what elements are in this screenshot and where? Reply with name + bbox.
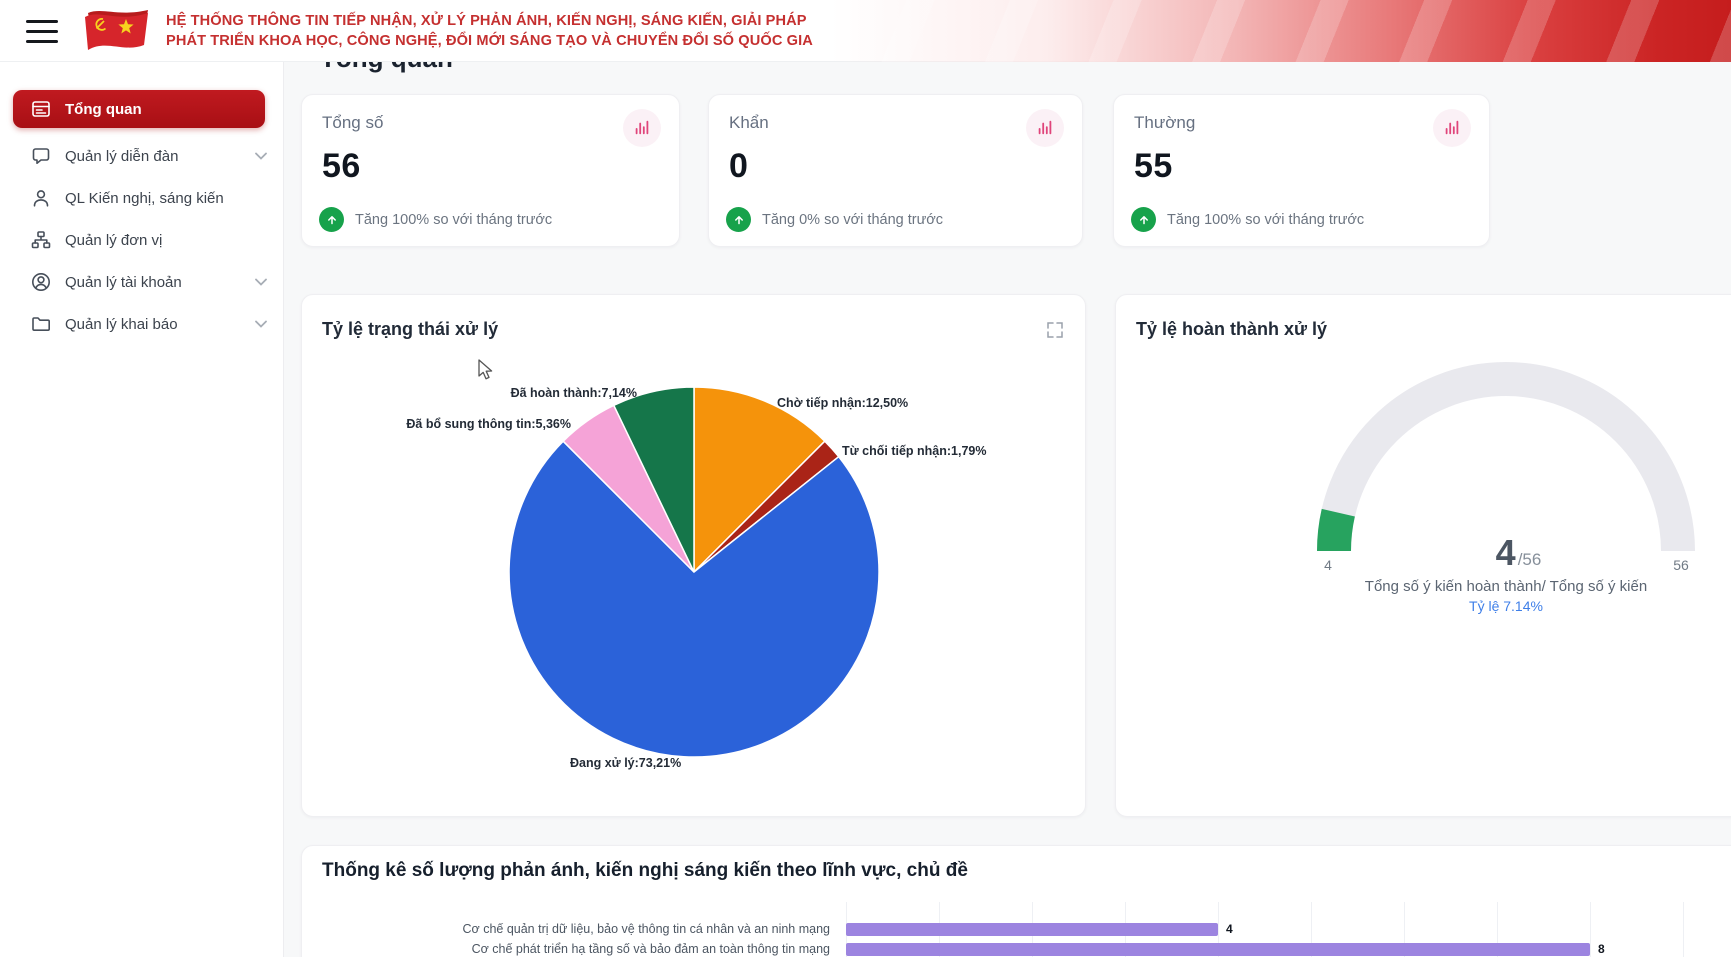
pie-slice-0 (693, 386, 826, 574)
gauge-center-value: 4 /56 (1495, 532, 1542, 573)
chevron-down-icon (255, 320, 267, 328)
pie-slice-4 (612, 386, 695, 573)
stat-value: 55 (1134, 147, 1173, 185)
stat-card-thuong: Thường 55 Tăng 100% so với tháng trước (1113, 94, 1490, 247)
sidebar-item-label: Quản lý khai báo (65, 315, 178, 333)
sidebar-item-quan-ly-tai-khoan[interactable]: Quản lý tài khoản (0, 261, 283, 303)
mouse-cursor (478, 359, 493, 380)
pie-slice-label: Đã bổ sung thông tin:5,36% (406, 417, 571, 431)
bar-chart-card: Thống kê số lượng phản ánh, kiến nghị sá… (301, 845, 1731, 957)
arrow-up-circle-icon (1131, 207, 1156, 232)
stat-value: 56 (322, 147, 361, 185)
menu-toggle-button[interactable] (26, 20, 58, 43)
app-title-line1: HỆ THỐNG THÔNG TIN TIẾP NHẬN, XỬ LÝ PHẢN… (166, 13, 807, 29)
chevron-down-icon (255, 152, 267, 160)
pie-slice-label: Đang xử lý:73,21% (570, 756, 682, 770)
gauge-caption: Tổng số ý kiến hoàn thành/ Tổng số ý kiế… (1364, 578, 1648, 595)
stat-label: Thường (1134, 113, 1196, 132)
page-title: Tổng quan (320, 62, 580, 74)
sidebar-item-quan-ly-dien-dan[interactable]: Quản lý diễn đàn (0, 135, 283, 177)
stat-card-khan: Khẩn 0 Tăng 0% so với tháng trước (708, 94, 1083, 247)
stat-trend: Tăng 100% so với tháng trước (319, 207, 552, 232)
chevron-down-icon (255, 278, 267, 286)
stat-label: Khẩn (729, 113, 769, 132)
bar-chart-icon (623, 109, 661, 147)
gauge-max-label: 56 (1673, 557, 1689, 573)
stat-trend: Tăng 100% so với tháng trước (1131, 207, 1364, 232)
red-flags-logo (82, 7, 152, 55)
pie-card-title: Tỷ lệ trạng thái xử lý (322, 319, 499, 339)
user-icon (30, 187, 52, 209)
forum-icon (30, 145, 52, 167)
stat-card-tong-so: Tổng số 56 Tăng 100% so với tháng trước (301, 94, 680, 247)
arrow-up-circle-icon (319, 207, 344, 232)
sidebar-item-label: Quản lý diễn đàn (65, 147, 179, 165)
stat-trend-text: Tăng 0% so với tháng trước (762, 211, 944, 228)
stat-trend-text: Tăng 100% so với tháng trước (355, 211, 553, 228)
gauge-chart (1316, 362, 1695, 552)
bar-value-label: 4 (1226, 922, 1233, 936)
stat-value: 0 (729, 147, 749, 185)
app-title: HỆ THỐNG THÔNG TIN TIẾP NHẬN, XỬ LÝ PHẢN… (166, 11, 813, 51)
sidebar-item-label: Quản lý tài khoản (65, 273, 182, 291)
pie-slice-label: Từ chối tiếp nhận:1,79% (842, 444, 987, 458)
gauge-progress (1316, 508, 1355, 552)
clipped-page-heading: Tổng quan (320, 62, 580, 78)
account-circle-icon (30, 271, 52, 293)
bar-card-title: Thống kê số lượng phản ánh, kiến nghị sá… (322, 860, 968, 881)
stat-label: Tổng số (322, 113, 384, 132)
dashboard-icon (30, 98, 52, 120)
bar-category-label: Cơ chế phát triển hạ tầng số và bảo đảm … (471, 942, 830, 956)
sidebar-item-label: Tổng quan (65, 100, 142, 118)
gauge-rate-link[interactable]: Tỷ lệ 7.14% (1469, 598, 1543, 614)
org-chart-icon (30, 229, 52, 251)
sidebar-item-ql-kien-nghi[interactable]: QL Kiến nghị, sáng kiến (0, 177, 283, 219)
sidebar-item-label: Quản lý đơn vị (65, 231, 163, 249)
gauge-chart-card: Tỷ lệ hoàn thành xử lý 4 56 4 /56 Tổng s… (1115, 294, 1731, 817)
stat-trend-text: Tăng 100% so với tháng trước (1167, 211, 1365, 228)
sidebar-item-label: QL Kiến nghị, sáng kiến (65, 189, 224, 207)
sidebar-item-quan-ly-don-vi[interactable]: Quản lý đơn vị (0, 219, 283, 261)
hammer-sickle-icon (95, 18, 107, 31)
gauge-card-title: Tỷ lệ hoàn thành xử lý (1136, 319, 1328, 339)
app-header: HỆ THỐNG THÔNG TIN TIẾP NHẬN, XỬ LÝ PHẢN… (0, 0, 1731, 62)
gauge-min-label: 4 (1324, 557, 1332, 573)
pie-slice-label: Đã hoàn thành:7,14% (510, 386, 637, 400)
gauge-track (1317, 362, 1695, 552)
hamburger-icon (26, 20, 58, 23)
header-banner-art (831, 0, 1731, 62)
pie-slice-label: Chờ tiếp nhận:12,50% (777, 396, 909, 410)
pie-chart (508, 386, 880, 758)
expand-icon[interactable] (1047, 322, 1063, 338)
bar-1 (846, 943, 1590, 956)
bar-category-label: Cơ chế quản trị dữ liệu, bảo vệ thông ti… (462, 922, 831, 936)
pie-slice-2 (508, 440, 880, 758)
bar-0 (846, 923, 1218, 936)
star-icon (118, 19, 134, 34)
pie-chart-card: Tỷ lệ trạng thái xử lý Chờ tiếp nhận:12,… (301, 294, 1086, 817)
bar-chart-icon (1026, 109, 1064, 147)
arrow-up-circle-icon (726, 207, 751, 232)
sidebar-item-tong-quan[interactable]: Tổng quan (13, 90, 265, 128)
sidebar-item-quan-ly-khai-bao[interactable]: Quản lý khai báo (0, 303, 283, 345)
bar-chart-icon (1433, 109, 1471, 147)
folder-icon (30, 313, 52, 335)
stat-trend: Tăng 0% so với tháng trước (726, 207, 943, 232)
app-title-line2: PHÁT TRIỂN KHOA HỌC, CÔNG NGHỆ, ĐỔI MỚI … (166, 33, 813, 49)
sidebar: Tổng quan Quản lý diễn đàn QL Kiến nghị,… (0, 62, 284, 957)
main-content: Tổng quan Tổng số 56 Tăng 100% so với th… (284, 62, 1731, 957)
bar-value-label: 8 (1598, 942, 1605, 956)
